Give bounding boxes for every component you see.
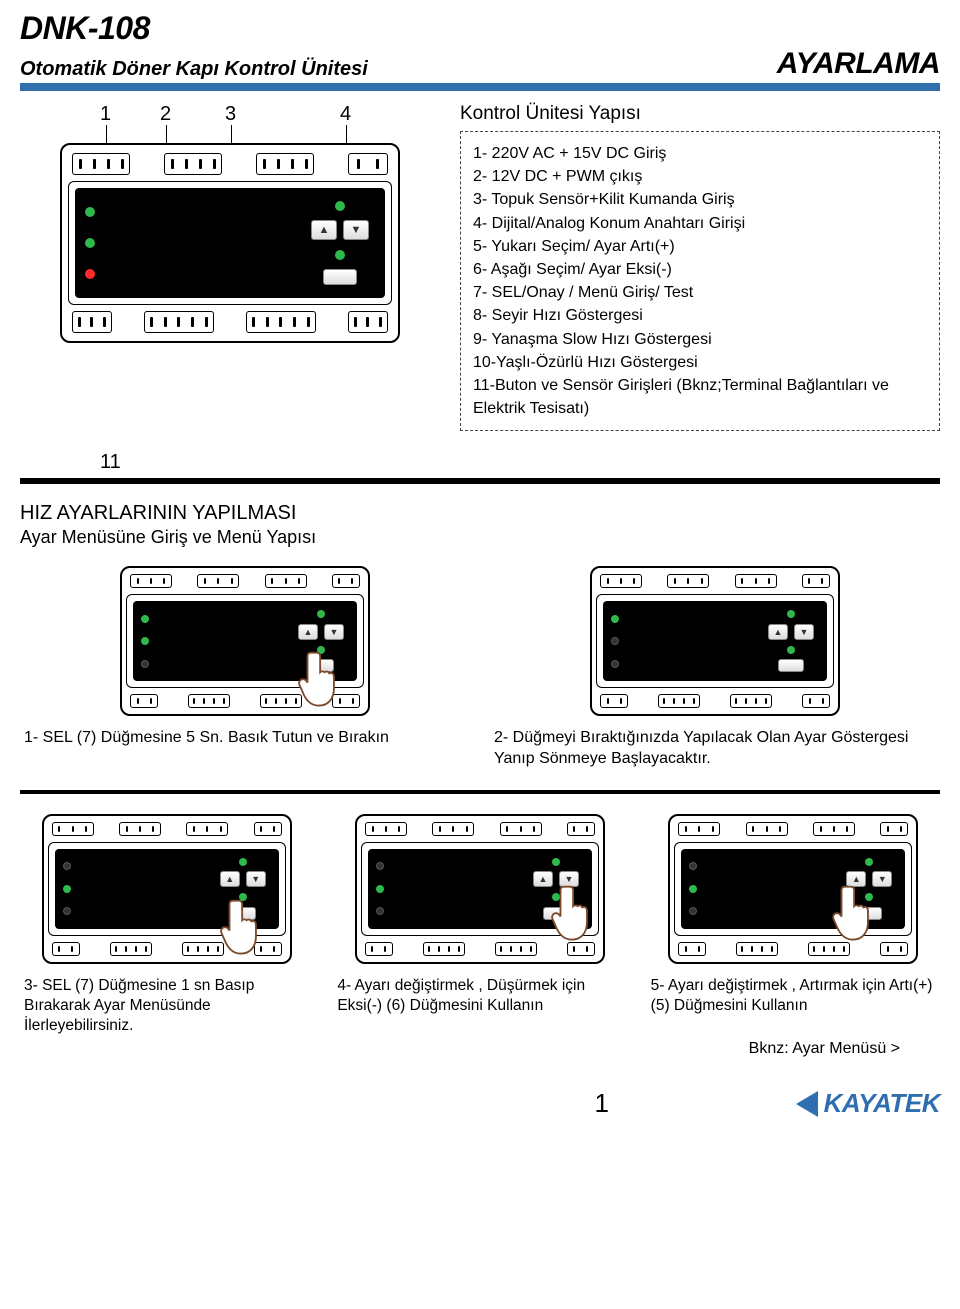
- device-column: 1 2 3 4 8 9 10 5 6 7: [20, 103, 440, 431]
- legend-item: 11-Buton ve Sensör Girişleri (Bknz;Termi…: [473, 374, 927, 420]
- legend-item: 4- Dijital/Analog Konum Anahtarı Girişi: [473, 212, 927, 235]
- steps-row-b: ▲▼ 3- SEL (7) Düğmesine 1 sn Basıp Bırak…: [20, 814, 940, 1036]
- down-button-icon: ▼: [343, 220, 369, 240]
- terminal-icon: [72, 153, 130, 175]
- header-right: AYARLAMA: [777, 47, 940, 81]
- subtitle: Otomatik Döner Kapı Kontrol Ünitesi: [20, 58, 368, 81]
- step-caption: 4- Ayarı değiştirmek , Düşürmek için Eks…: [333, 976, 626, 1016]
- legend-item: 8- Seyir Hızı Göstergesi: [473, 304, 927, 327]
- terminal-icon: [256, 153, 314, 175]
- header: DNK-108 Otomatik Döner Kapı Kontrol Ünit…: [20, 0, 940, 91]
- terminal-icon: [72, 311, 112, 333]
- callout-3: 3: [225, 103, 236, 126]
- top-section: 1 2 3 4 8 9 10 5 6 7: [20, 103, 940, 431]
- small-device: ▲▼: [668, 814, 918, 964]
- rule-thin: [20, 790, 940, 794]
- model-title: DNK-108: [20, 10, 940, 47]
- screen-leds: [85, 196, 291, 290]
- device-outer: ▲ ▼: [60, 143, 400, 343]
- legend-box: 1- 220V AC + 15V DC Giriş 2- 12V DC + PW…: [460, 131, 940, 431]
- step-1: ▲▼ 1- SEL (7) Düğmesine 5 Sn. Basık Tutu…: [20, 566, 470, 770]
- legend-column: Kontrol Ünitesi Yapısı 1- 220V AC + 15V …: [460, 103, 940, 431]
- led-green-icon: [335, 201, 345, 211]
- led-green-icon: [85, 207, 95, 217]
- legend-item: 2- 12V DC + PWM çıkış: [473, 165, 927, 188]
- step-caption: 3- SEL (7) Düğmesine 1 sn Basıp Bırakara…: [20, 976, 313, 1036]
- terminal-icon: [246, 311, 316, 333]
- callout-11: 11: [100, 451, 940, 474]
- legend-item: 5- Yukarı Seçim/ Ayar Artı(+): [473, 235, 927, 258]
- top-terminals: [68, 151, 392, 177]
- terminal-icon: [144, 311, 214, 333]
- callout-1: 1: [100, 103, 111, 126]
- header-row: Otomatik Döner Kapı Kontrol Ünitesi AYAR…: [20, 47, 940, 81]
- footer: 1 KAYATEK: [20, 1088, 940, 1119]
- step-2: ▲▼ 2- Düğmeyi Bıraktığınızda Yapılacak O…: [490, 566, 940, 770]
- legend-item: 1- 220V AC + 15V DC Giriş: [473, 142, 927, 165]
- step-4: ▲▼ 4- Ayarı değiştirmek , Düşürmek için …: [333, 814, 626, 1036]
- led-red-icon: [85, 269, 95, 279]
- brand-text: KAYATEK: [824, 1088, 940, 1119]
- legend-item: 10-Yaşlı-Özürlü Hızı Göstergesi: [473, 351, 927, 374]
- device-body: ▲ ▼: [68, 181, 392, 305]
- legend-item: 6- Aşağı Seçim/ Ayar Eksi(-): [473, 258, 927, 281]
- terminal-icon: [348, 153, 388, 175]
- step-5: ▲▼ 5- Ayarı değiştirmek , Artırmak için …: [647, 814, 940, 1036]
- up-button-icon: ▲: [311, 220, 337, 240]
- small-device: ▲▼: [355, 814, 605, 964]
- led-green-icon: [335, 250, 345, 260]
- step-caption: 5- Ayarı değiştirmek , Artırmak için Art…: [647, 976, 940, 1016]
- steps-row-a: ▲▼ 1- SEL (7) Düğmesine 5 Sn. Basık Tutu…: [20, 566, 940, 770]
- legend-item: 7- SEL/Onay / Menü Giriş/ Test: [473, 281, 927, 304]
- bottom-terminals: [68, 309, 392, 335]
- legend-item: 3- Topuk Sensör+Kilit Kumanda Giriş: [473, 188, 927, 211]
- brand-triangle-icon: [796, 1091, 818, 1117]
- terminal-icon: [164, 153, 222, 175]
- section-heading: HIZ AYARLARININ YAPILMASI: [20, 502, 940, 525]
- section-subheading: Ayar Menüsüne Giriş ve Menü Yapısı: [20, 527, 940, 548]
- step-caption: 2- Düğmeyi Bıraktığınızda Yapılacak Olan…: [490, 728, 940, 770]
- small-device: ▲▼: [590, 566, 840, 716]
- sel-button-icon: [323, 269, 357, 285]
- step-caption: 1- SEL (7) Düğmesine 5 Sn. Basık Tutun v…: [20, 728, 470, 749]
- terminal-icon: [348, 311, 388, 333]
- screen-buttons: ▲ ▼: [305, 196, 375, 290]
- callout-4: 4: [340, 103, 351, 126]
- device-screen: ▲ ▼: [75, 188, 385, 298]
- page: DNK-108 Otomatik Döner Kapı Kontrol Ünit…: [0, 0, 960, 1139]
- small-device: ▲▼: [42, 814, 292, 964]
- brand-logo: KAYATEK: [796, 1088, 940, 1119]
- legend-item: 9- Yanaşma Slow Hızı Göstergesi: [473, 328, 927, 351]
- rule-thick: [20, 478, 940, 484]
- led-green-icon: [85, 238, 95, 248]
- step-3: ▲▼ 3- SEL (7) Düğmesine 1 sn Basıp Bırak…: [20, 814, 313, 1036]
- main-device: ▲ ▼: [60, 143, 400, 343]
- legend-title: Kontrol Ünitesi Yapısı: [460, 103, 940, 125]
- small-device: ▲▼: [120, 566, 370, 716]
- see-also: Bknz: Ayar Menüsü >: [20, 1040, 900, 1058]
- page-number: 1: [408, 1088, 796, 1119]
- callout-2: 2: [160, 103, 171, 126]
- header-rule: [20, 83, 940, 91]
